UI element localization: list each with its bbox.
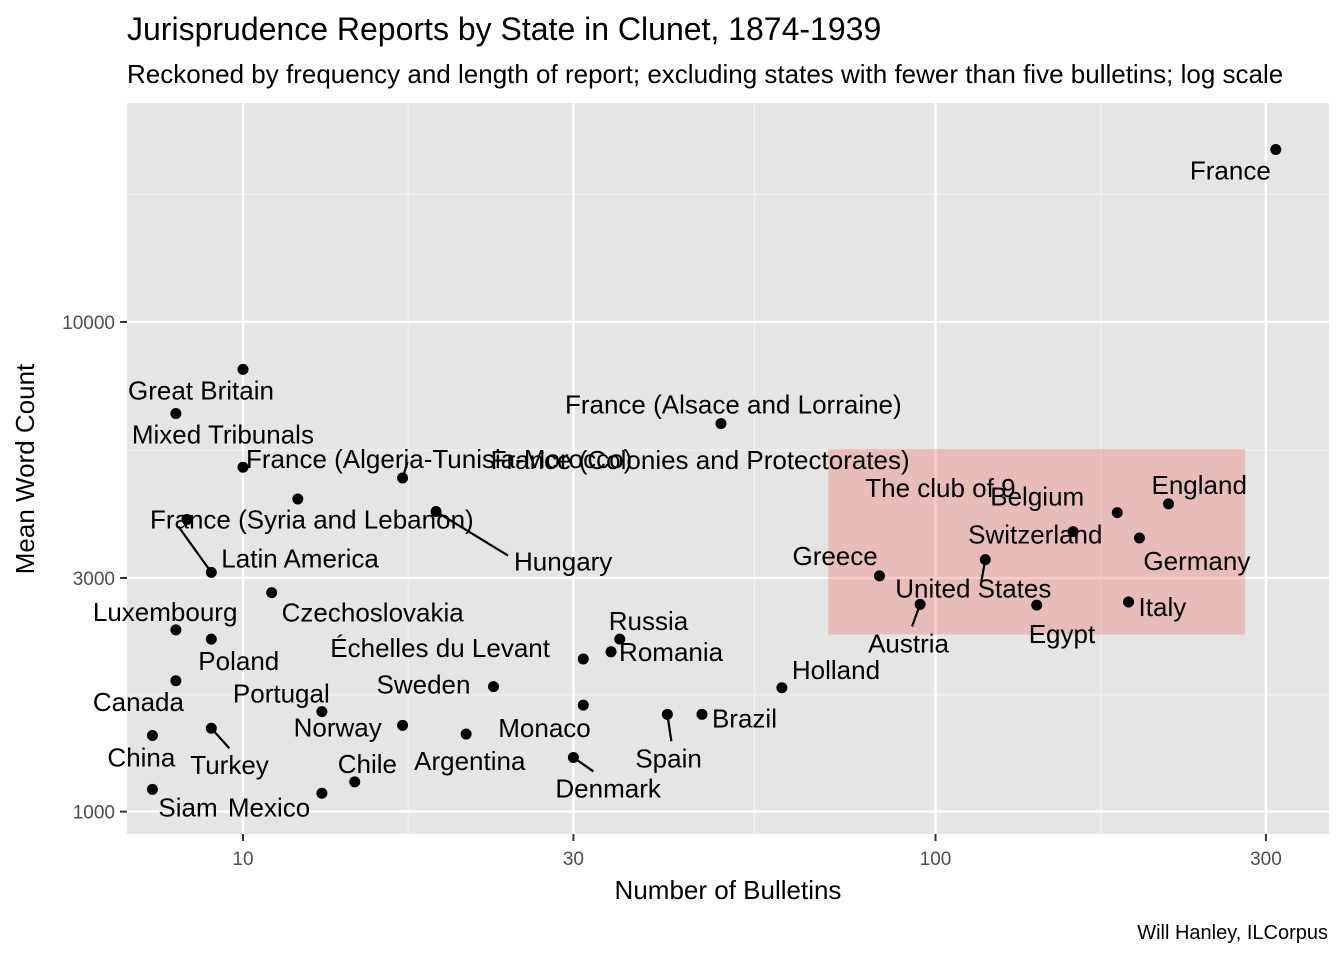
point-label: Portugal	[233, 679, 330, 709]
data-point	[577, 653, 589, 665]
point-label: United States	[895, 574, 1051, 604]
point-label: France (Alsace and Lorraine)	[565, 390, 902, 420]
point-label: Canada	[93, 687, 185, 717]
point-label: Spain	[635, 743, 702, 773]
x-tick-label: 10	[232, 849, 253, 870]
data-point	[170, 408, 182, 420]
data-point	[1163, 498, 1175, 510]
data-point	[205, 633, 217, 645]
point-labels: The club of 9 France Great Britain Mixed Tr…	[93, 156, 1271, 823]
data-point	[316, 787, 328, 799]
point-label: Egypt	[1029, 619, 1096, 649]
point-label: France (Algeria-Tunisia-Morocco)	[246, 444, 632, 474]
point-label: England	[1152, 470, 1247, 500]
data-point	[914, 598, 926, 610]
point-label: Siam	[158, 792, 217, 822]
data-points	[146, 144, 1282, 799]
data-point	[460, 728, 472, 740]
point-label: Great Britain	[128, 375, 274, 405]
point-label: Russia	[609, 606, 689, 636]
data-point	[1031, 599, 1043, 611]
data-point	[146, 730, 158, 742]
gridlines	[127, 103, 1329, 834]
point-label: Holland	[792, 655, 880, 685]
x-axis-title: Number of Bulletins	[615, 875, 842, 905]
point-label: Norway	[294, 712, 382, 742]
chart-subtitle: Reckoned by frequency and length of repo…	[127, 59, 1283, 89]
data-point	[696, 708, 708, 720]
data-point	[661, 708, 673, 720]
data-point	[715, 418, 727, 430]
point-label: Switzerland	[968, 520, 1102, 550]
point-label: Monaco	[498, 713, 590, 743]
point-label: Romania	[619, 637, 724, 667]
data-point	[614, 633, 626, 645]
point-label: Latin America	[221, 543, 379, 573]
data-point	[237, 461, 249, 473]
point-label: Czechoslovakia	[282, 598, 465, 628]
point-label: France	[1190, 156, 1271, 186]
data-point	[292, 493, 304, 505]
y-tick-label: 1000	[73, 803, 115, 824]
label-connector	[177, 525, 213, 574]
point-label: Denmark	[555, 773, 661, 803]
data-point	[397, 472, 409, 484]
point-label: Poland	[198, 646, 279, 676]
data-point	[170, 624, 182, 636]
point-label: Échelles du Levant	[330, 633, 550, 663]
data-point	[1270, 144, 1282, 156]
data-point	[430, 506, 442, 518]
point-label: France (Colonies and Protectorates)	[491, 445, 910, 475]
data-point	[237, 363, 249, 375]
data-point	[1067, 526, 1079, 538]
point-label: China	[107, 743, 175, 773]
data-point	[266, 587, 278, 599]
data-point	[1133, 532, 1145, 544]
axes: 10 30 100 300 1000 3000 10000	[62, 313, 1282, 870]
highlight-label: The club of 9	[865, 473, 1015, 503]
point-label: Mexico	[228, 792, 310, 822]
y-tick-label: 3000	[73, 569, 115, 590]
data-point	[349, 776, 361, 788]
point-label: Chile	[338, 749, 397, 779]
data-point	[873, 570, 885, 582]
data-point	[605, 646, 617, 658]
point-label: Belgium	[990, 482, 1084, 512]
data-point	[487, 681, 499, 693]
label-connector	[435, 510, 509, 557]
data-point	[397, 719, 409, 731]
data-point	[776, 682, 788, 694]
data-point	[1111, 507, 1123, 519]
data-point	[205, 722, 217, 734]
x-tick-label: 300	[1250, 849, 1282, 870]
data-point	[170, 675, 182, 687]
point-label: Sweden	[376, 670, 470, 700]
point-label: Argentina	[414, 746, 526, 776]
data-point	[205, 566, 217, 578]
point-label: Mixed Tribunals	[132, 420, 314, 450]
data-point	[979, 554, 991, 566]
point-label: Luxembourg	[93, 597, 238, 627]
data-point	[181, 513, 193, 525]
y-tick-label: 10000	[62, 313, 115, 334]
y-axis-title: Mean Word Count	[10, 363, 40, 574]
data-point	[316, 706, 328, 718]
point-label: Austria	[868, 628, 949, 658]
data-point	[146, 783, 158, 795]
chart-caption: Will Hanley, ILCorpus	[1137, 922, 1328, 944]
chart-title: Jurisprudence Reports by State in Clunet…	[127, 11, 881, 47]
x-tick-label: 100	[920, 849, 952, 870]
x-tick-label: 30	[563, 849, 584, 870]
point-label: Turkey	[190, 750, 268, 780]
data-point	[567, 751, 579, 763]
point-label: Greece	[792, 541, 877, 571]
point-label: France (Syria and Lebanon)	[150, 504, 474, 534]
point-label: Brazil	[712, 703, 777, 733]
data-point	[577, 699, 589, 711]
data-point	[1123, 596, 1135, 608]
point-label: Italy	[1139, 592, 1187, 622]
point-label: Hungary	[514, 547, 612, 577]
point-label: Germany	[1143, 546, 1250, 576]
